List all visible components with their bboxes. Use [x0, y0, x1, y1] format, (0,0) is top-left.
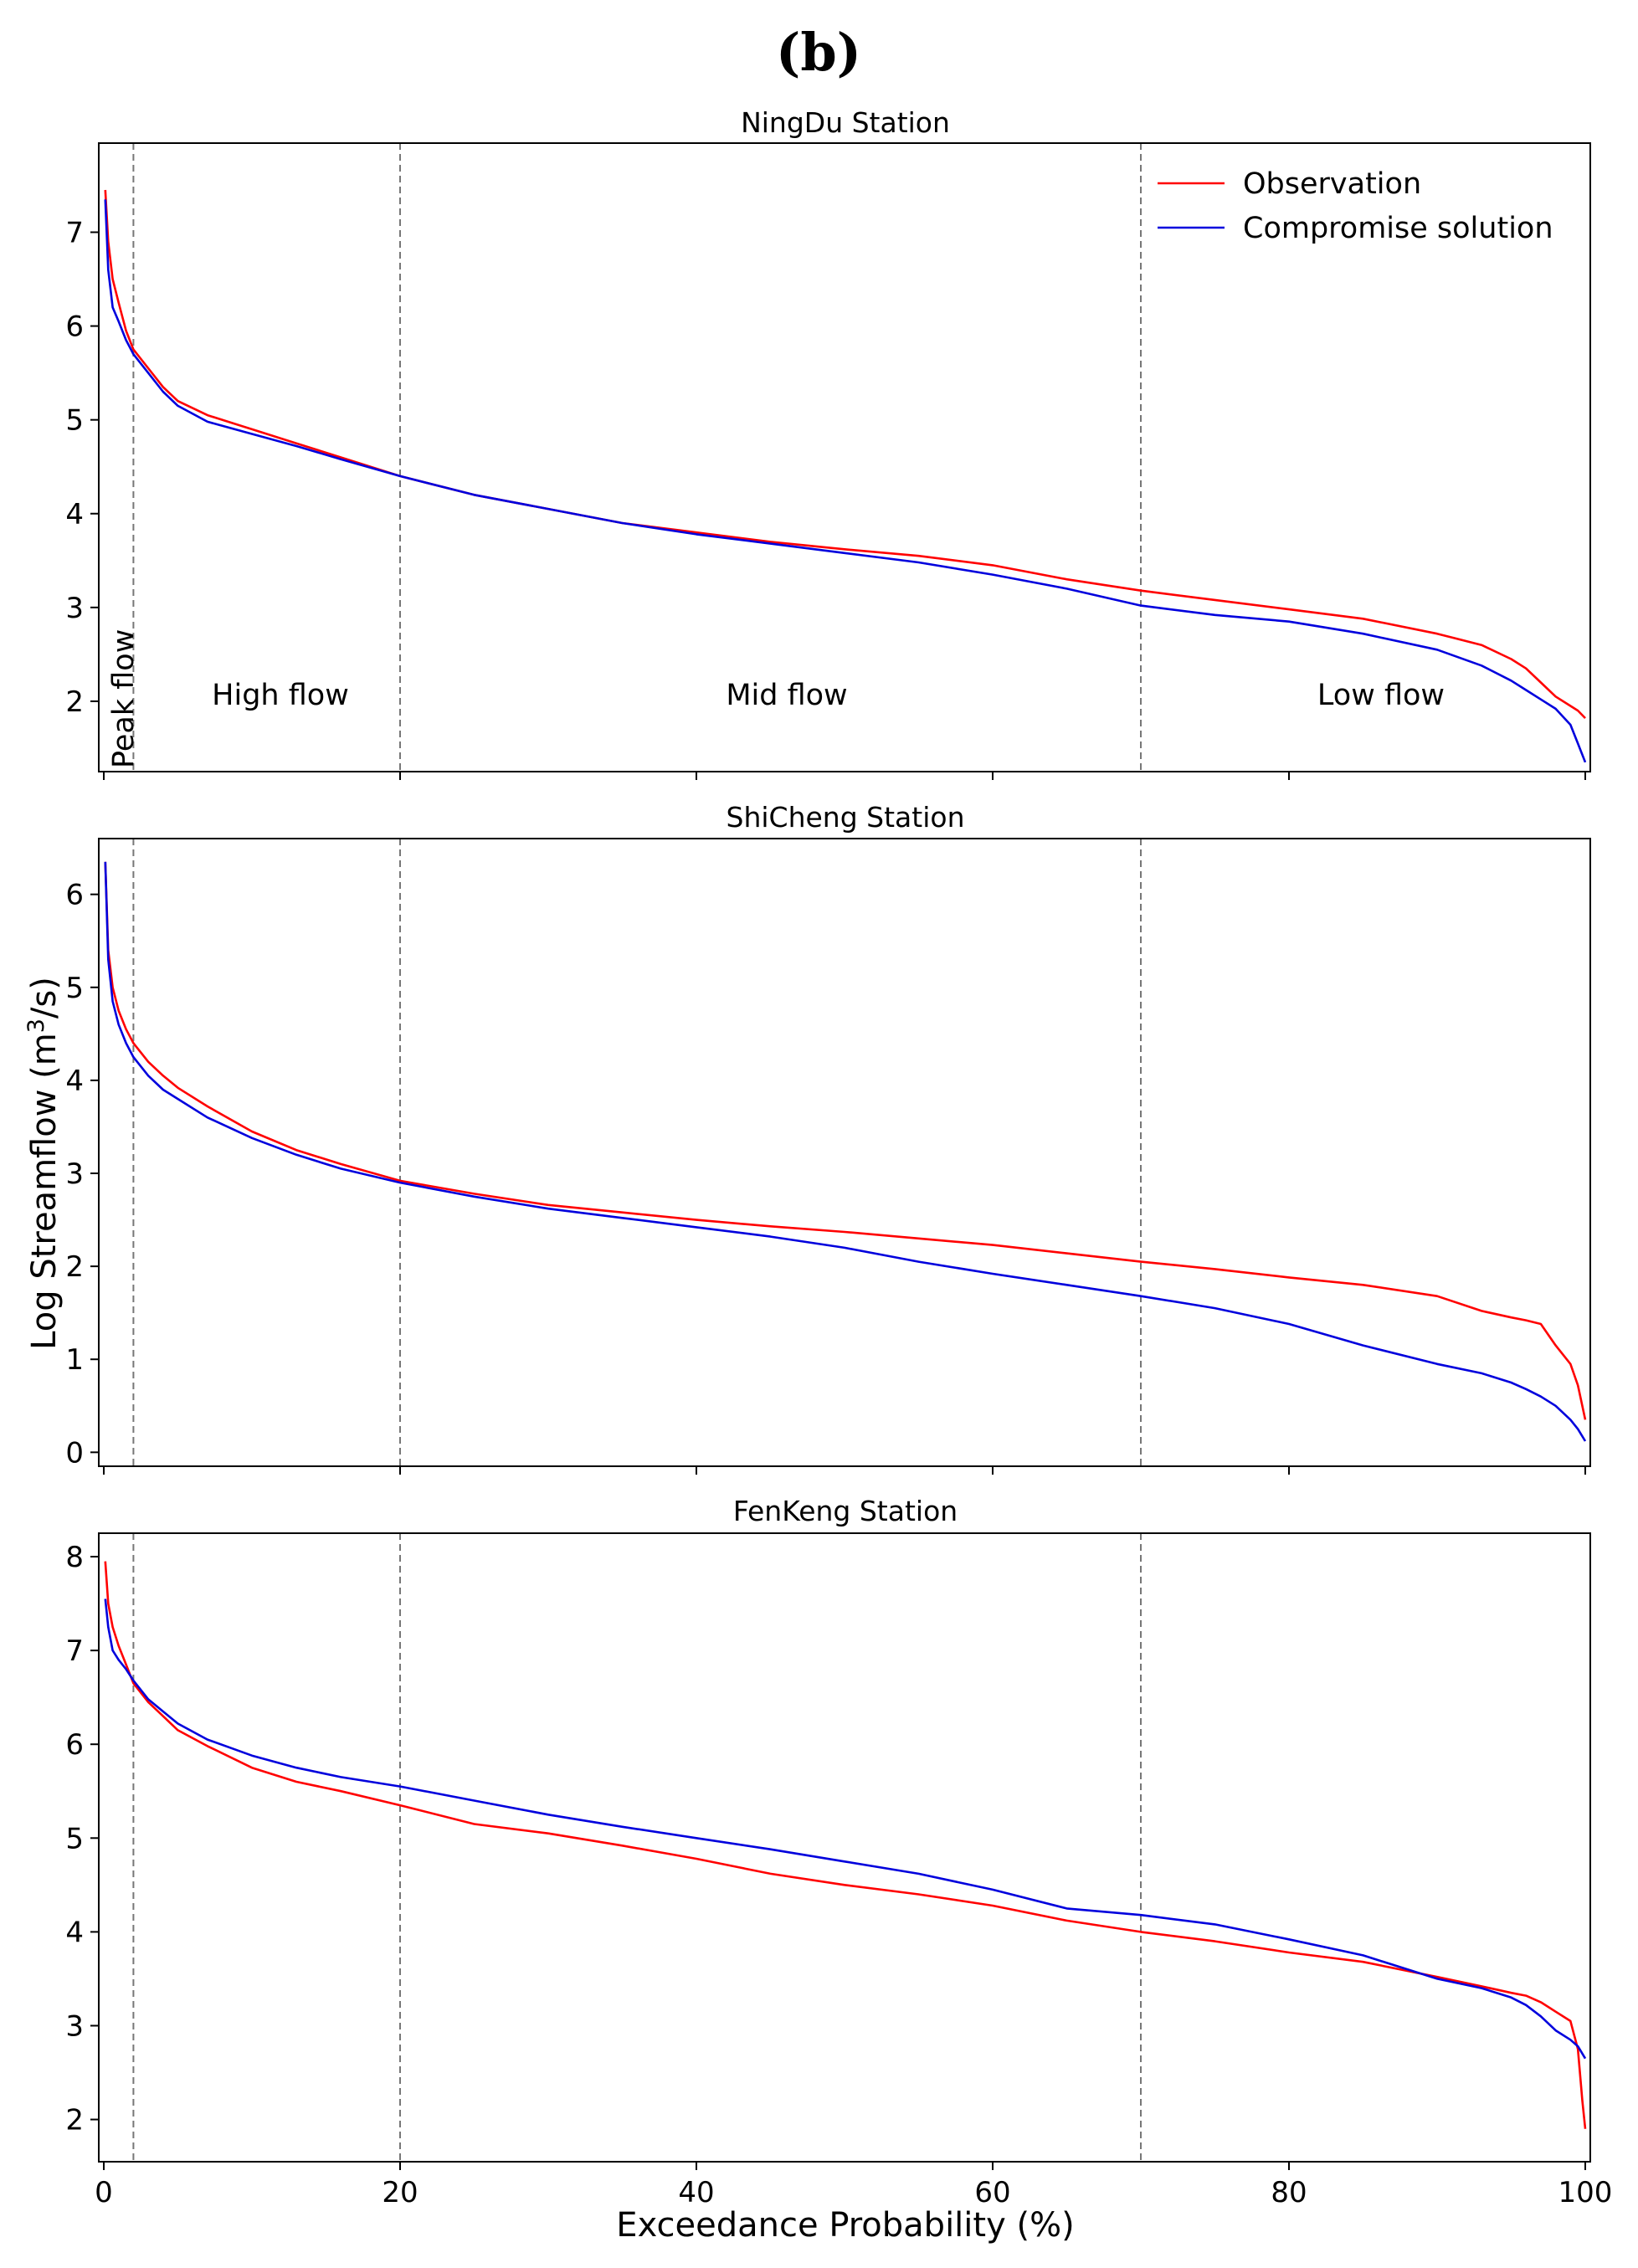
- ningdu-ytick-label: 4: [65, 498, 84, 531]
- shicheng-plot-frame: [98, 838, 1591, 1467]
- fenkeng-xtick-label: 80: [1271, 2176, 1307, 2209]
- shicheng-ytick-label: 3: [65, 1157, 84, 1191]
- ningdu-ytick-label: 2: [65, 685, 84, 719]
- fenkeng-plot-frame: [98, 1532, 1591, 2163]
- legend: Observation Compromise solution: [1158, 167, 1553, 245]
- legend-observation-label: Observation: [1243, 167, 1421, 201]
- shicheng-observation-line: [104, 861, 1587, 1420]
- shicheng-compromise-line: [104, 861, 1587, 1442]
- shicheng-ytick-label: 5: [65, 972, 84, 1005]
- shicheng-ytick-label: 4: [65, 1065, 84, 1098]
- fenkeng-ytick-label: 5: [65, 1822, 84, 1855]
- ningdu-ytick-label: 5: [65, 404, 84, 438]
- region-label-low: Low flow: [1317, 679, 1445, 712]
- fenkeng-ytick-label: 8: [65, 1541, 84, 1574]
- legend-compromise-label: Compromise solution: [1243, 212, 1553, 245]
- ningdu-ytick-label: 7: [65, 216, 84, 249]
- fenkeng-compromise-line: [104, 1598, 1587, 2060]
- y-axis-label: Log Streamflow (m3/s): [23, 977, 64, 1350]
- fenkeng-ytick-label: 7: [65, 1634, 84, 1668]
- shicheng-panel: ShiCheng Station 0 1 2 3 4 5 6: [65, 801, 1591, 1475]
- shicheng-ytick-label: 6: [65, 879, 84, 912]
- ningdu-compromise-line: [104, 199, 1587, 763]
- fenkeng-title: FenKeng Station: [733, 1495, 958, 1527]
- fenkeng-xtick-label: 20: [382, 2176, 418, 2209]
- panel-label: (b): [776, 22, 861, 83]
- shicheng-ytick-label: 1: [65, 1343, 84, 1377]
- ningdu-observation-line: [104, 189, 1586, 720]
- region-label-peak: Peak flow: [107, 629, 141, 768]
- shicheng-ytick-label: 2: [65, 1250, 84, 1284]
- ningdu-plot-frame: [98, 142, 1591, 772]
- fenkeng-xtick-label: 0: [95, 2176, 113, 2209]
- fenkeng-xtick-label: 40: [678, 2176, 714, 2209]
- ningdu-ytick-label: 6: [65, 310, 84, 344]
- region-label-mid: Mid flow: [726, 679, 847, 712]
- ningdu-title: NingDu Station: [741, 106, 950, 139]
- fenkeng-xtick-label: 60: [974, 2176, 1010, 2209]
- ningdu-ytick-label: 3: [65, 592, 84, 625]
- x-axis-label: Exceedance Probability (%): [616, 2206, 1074, 2245]
- fenkeng-ytick-label: 3: [65, 2009, 84, 2043]
- shicheng-title: ShiCheng Station: [727, 801, 965, 834]
- fenkeng-ytick-label: 4: [65, 1916, 84, 1949]
- ningdu-panel: NingDu Station 2 3 4 5 6 7: [65, 106, 1591, 780]
- fenkeng-xtick-label: 100: [1558, 2176, 1613, 2209]
- shicheng-ytick-label: 0: [65, 1436, 84, 1470]
- fenkeng-ytick-label: 2: [65, 2104, 84, 2137]
- region-label-high: High flow: [212, 679, 349, 712]
- fenkeng-ytick-label: 6: [65, 1728, 84, 1762]
- fenkeng-observation-line: [104, 1561, 1587, 2129]
